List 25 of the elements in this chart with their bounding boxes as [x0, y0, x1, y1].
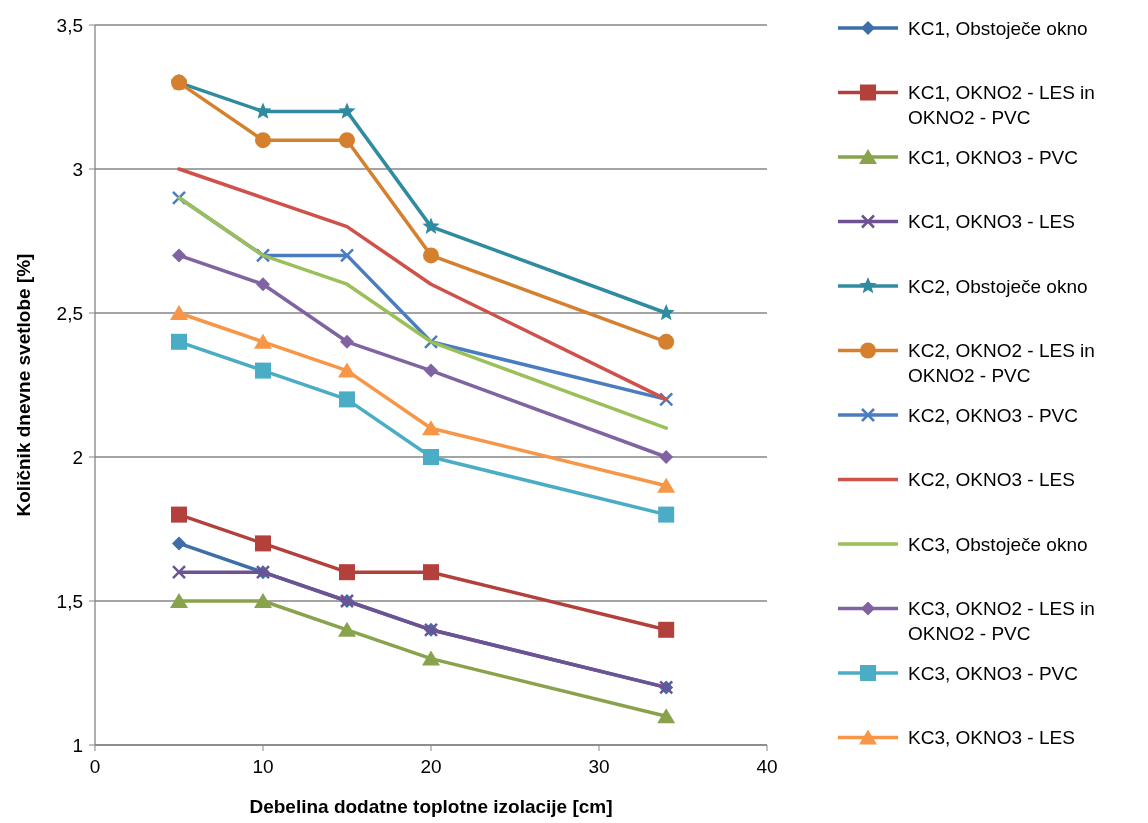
- y-tick-label: 3: [72, 158, 83, 180]
- x-tick-label: 30: [588, 756, 610, 777]
- y-axis-title: Količnik dnevne svetlobe [%]: [13, 253, 34, 517]
- x-tick-label: 40: [756, 756, 778, 777]
- x-axis-title: Debelina dodatne toplotne izolacije [cm]: [249, 796, 613, 817]
- y-tick-label: 2,5: [56, 302, 83, 324]
- y-tick-label: 3,5: [56, 14, 83, 36]
- legend-label: KC1, OKNO3 - LES: [908, 211, 1075, 233]
- y-tick-label: 1,5: [56, 590, 83, 612]
- x-tick-label: 20: [420, 756, 442, 777]
- legend-label: KC3, Obstoječe okno: [908, 533, 1088, 555]
- legend-label: KC1, OKNO2 - LES in OKNO2 - PVC: [908, 82, 1095, 129]
- legend-label: KC2, OKNO2 - LES in OKNO2 - PVC: [908, 340, 1095, 387]
- legend-label: KC1, OKNO3 - PVC: [908, 146, 1078, 168]
- x-tick-label: 0: [89, 756, 101, 777]
- legend-label: KC2, OKNO3 - PVC: [908, 404, 1078, 426]
- legend-label: KC2, Obstoječe okno: [908, 275, 1088, 297]
- legend-label: KC3, OKNO2 - LES in OKNO2 - PVC: [908, 598, 1095, 645]
- legend-label: KC3, OKNO3 - PVC: [908, 662, 1078, 684]
- y-tick-label: 1: [72, 734, 83, 756]
- x-tick-label: 10: [252, 756, 274, 777]
- y-tick-label: 2: [72, 446, 83, 468]
- legend-label: KC2, OKNO3 - LES: [908, 469, 1075, 491]
- legend-label: KC3, OKNO3 - LES: [908, 727, 1075, 749]
- legend-label: KC1, Obstoječe okno: [908, 17, 1088, 39]
